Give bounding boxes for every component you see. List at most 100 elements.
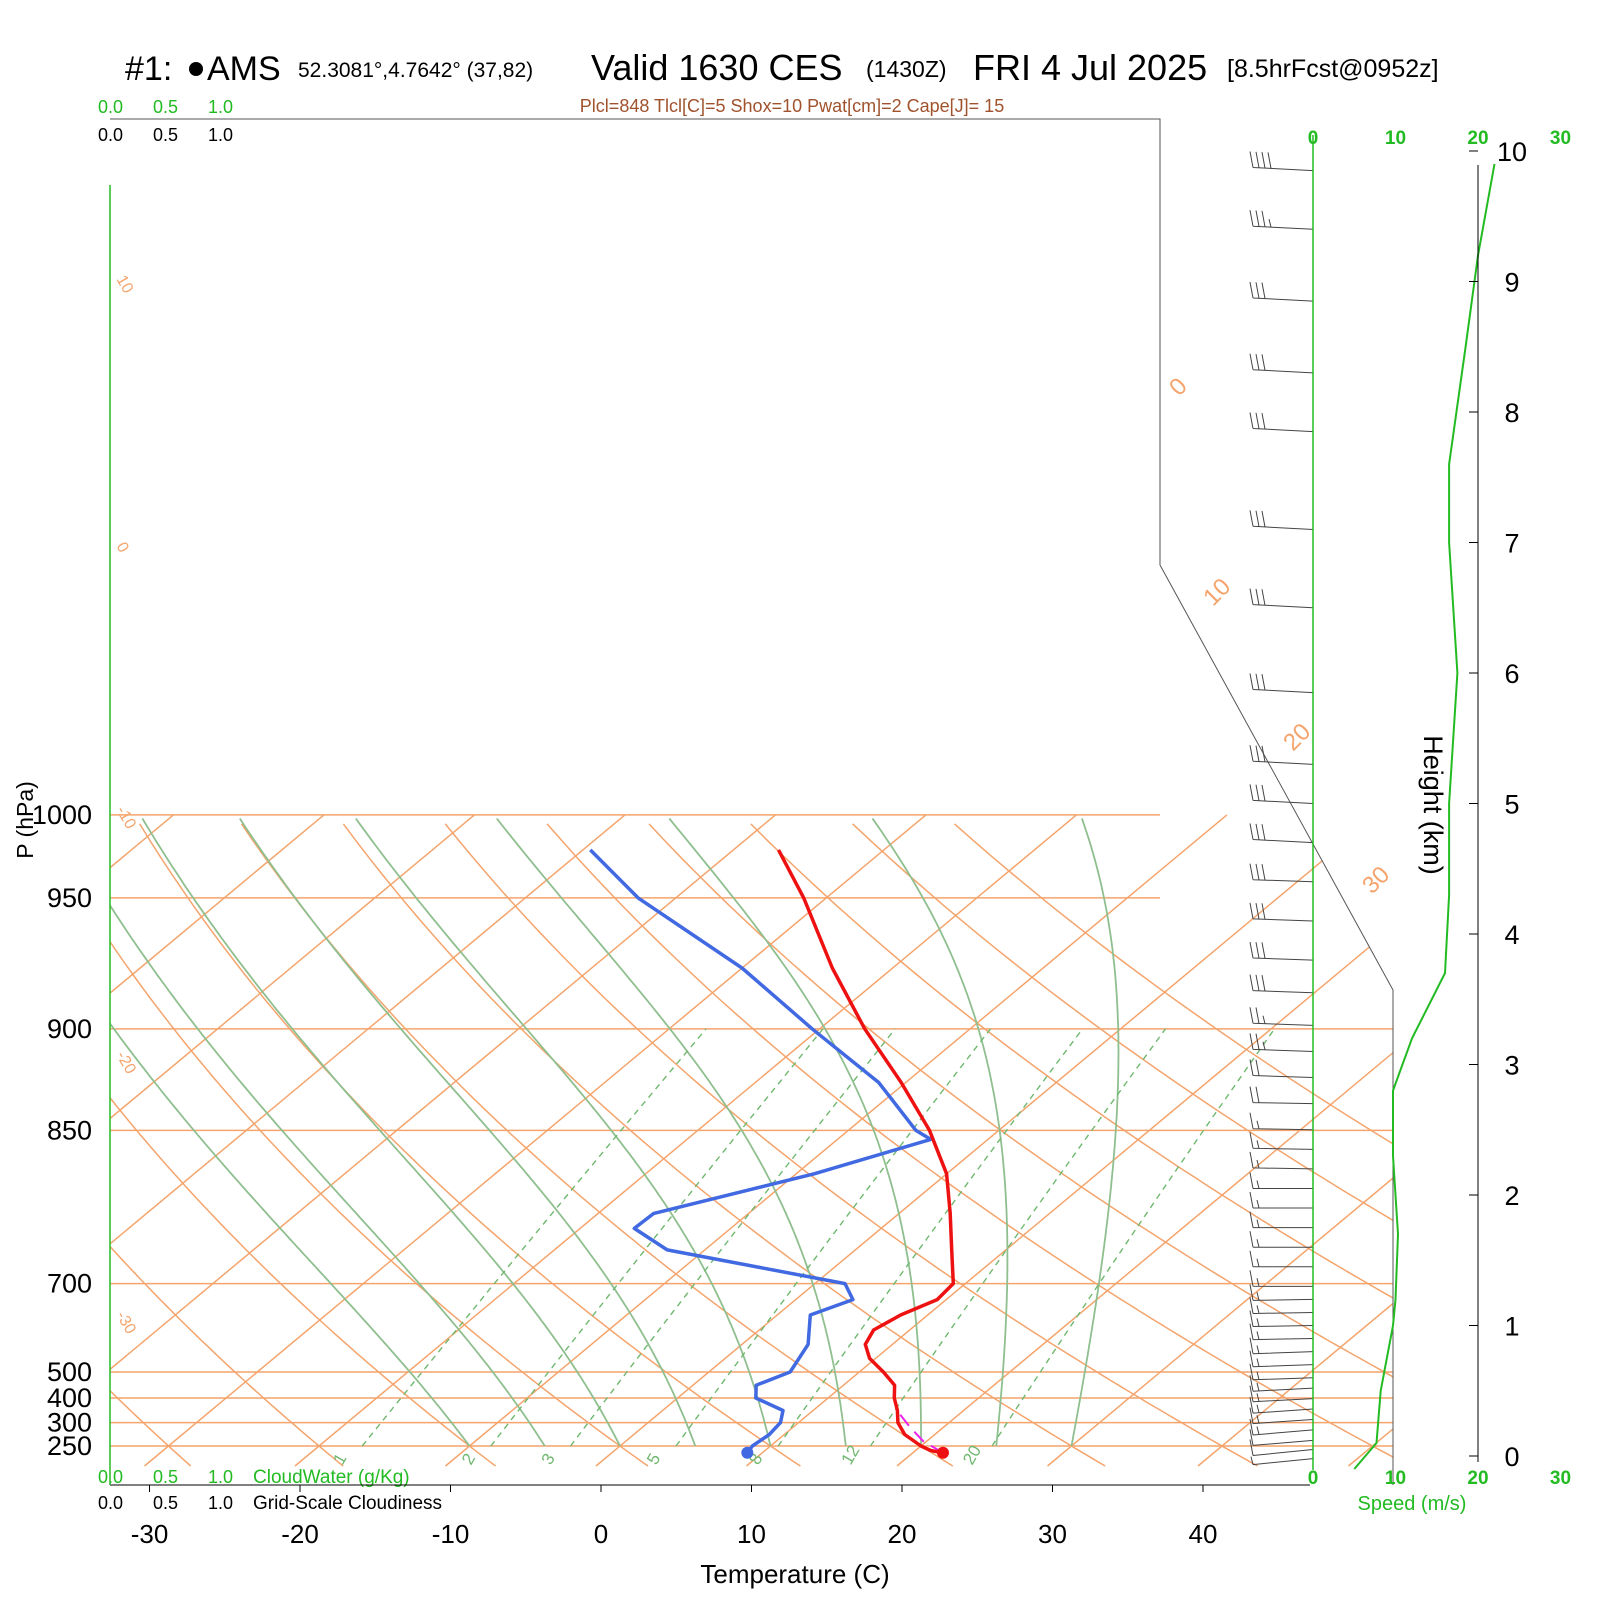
cloudwater-tick: 0.5	[153, 97, 178, 117]
mixing-ratio-line	[361, 1028, 707, 1447]
temperature-tick-label: -20	[281, 1519, 319, 1549]
station-coords: 52.3081°,4.7642° (37,82)	[298, 59, 533, 82]
cloudwater-label: CloudWater (g/Kg)	[253, 1467, 410, 1488]
height-axis: 0 1 2 3 4 5 6 7 8 9 10	[1469, 137, 1527, 1472]
pressure-tick-label: 400	[47, 1383, 92, 1413]
wind-barb	[1249, 1397, 1314, 1414]
wind-barb	[1249, 1363, 1314, 1381]
moist-adiabat-line	[110, 818, 546, 1447]
temperature-tick-label: -30	[131, 1519, 169, 1549]
moist-adiabat-line	[355, 817, 772, 1447]
wind-barb	[1249, 1172, 1314, 1189]
speed-tick-label-bottom: 10	[1385, 1468, 1406, 1489]
cloudiness-tick: 0.0	[98, 1493, 123, 1513]
surface-temperature-marker	[936, 1446, 949, 1459]
wind-barb	[1249, 823, 1314, 844]
height-tick-label: 7	[1504, 529, 1519, 559]
temperature-tick-label: 10	[737, 1519, 766, 1549]
dry-adiabat-line	[110, 823, 192, 1467]
height-tick-label: 1	[1504, 1312, 1519, 1342]
height-tick-label: 5	[1504, 790, 1519, 820]
wind-barb	[1249, 1429, 1314, 1446]
speed-tick-label-top: 10	[1385, 128, 1406, 149]
wind-barb	[1249, 1007, 1314, 1026]
dry-adiabat-line	[240, 823, 954, 1467]
isotherm-label: -30	[113, 1309, 139, 1338]
wind-barb	[1249, 1375, 1314, 1392]
plot-boundary	[110, 118, 1394, 1485]
wind-barb	[1249, 210, 1314, 230]
isotherm-label: -20	[113, 1049, 139, 1078]
cloud-scale-bottom: 0.0 0.5 1.0 CloudWater (g/Kg) 0.0 0.5 1.…	[98, 1467, 442, 1514]
wind-barb	[1249, 510, 1314, 530]
wind-barb	[1249, 588, 1314, 609]
pressure-tick-label: 950	[47, 883, 92, 913]
wind-barb	[1249, 1350, 1314, 1368]
wind-barb	[1249, 281, 1314, 302]
cloudiness-tick: 0.5	[153, 125, 178, 145]
moist-adiabat-line	[110, 818, 471, 1447]
pressure-tick-label: 850	[47, 1115, 92, 1145]
background-lines	[110, 814, 1393, 1467]
dry-adiabat-line	[954, 823, 1393, 1467]
wind-barb	[1249, 1323, 1314, 1341]
isotherm-label: 0	[113, 540, 132, 556]
cloudiness-tick: 1.0	[208, 125, 233, 145]
cloudiness-label: Grid-Scale Cloudiness	[253, 1493, 442, 1514]
cloudwater-tick: 0.0	[98, 97, 123, 117]
wind-barb	[1249, 412, 1314, 433]
station-name: AMS	[207, 50, 281, 88]
wind-barb	[1249, 1439, 1314, 1456]
surface-dewpoint-marker	[741, 1446, 754, 1459]
mixing-ratio-line	[777, 1028, 1084, 1447]
isotherm-label: 20	[1278, 718, 1316, 756]
wind-barb	[1250, 1456, 1314, 1466]
dry-adiabat-line	[648, 823, 1393, 1467]
temperature-tick-label: 30	[1038, 1519, 1067, 1549]
cloudiness-tick: 1.0	[208, 1493, 233, 1513]
pressure-tick-label: 500	[47, 1357, 92, 1387]
speed-tick-label-bottom: 30	[1550, 1468, 1571, 1489]
wind-barb	[1249, 1407, 1314, 1425]
moist-adiabat-line	[141, 818, 621, 1447]
pressure-tick-label: 250	[47, 1431, 92, 1461]
moist-adiabat-line	[1070, 818, 1120, 1447]
zulu-time: (1430Z)	[866, 56, 947, 82]
dry-adiabat-line	[110, 823, 649, 1467]
wind-barb	[1249, 1337, 1314, 1355]
wind-barb	[1249, 745, 1314, 765]
parcel-params: Plcl=848 Tlcl[C]=5 Shox=10 Pwat[cm]=2 Ca…	[580, 96, 1004, 116]
dry-adiabat-line	[444, 823, 1258, 1467]
speed-tick-label-bottom: 0	[1308, 1468, 1319, 1489]
wind-barb	[1249, 1059, 1314, 1079]
wind-barb	[1249, 1033, 1314, 1052]
isotherm-line	[110, 814, 475, 1467]
wind-barb	[1249, 863, 1314, 883]
speed-tick-label-top: 30	[1550, 128, 1571, 149]
temperature-tick-label: 40	[1189, 1519, 1218, 1549]
isotherm-line	[294, 814, 1077, 1467]
cloudwater-tick: 0.5	[153, 1467, 178, 1487]
isotherm-line	[110, 814, 626, 1467]
wind-barb	[1249, 1297, 1314, 1314]
wind-barb	[1249, 151, 1314, 172]
wind-barb	[1249, 353, 1314, 374]
isotherm-label: 10	[1198, 573, 1236, 611]
moist-adiabat-line	[871, 817, 1009, 1447]
wind-barb	[1249, 1211, 1314, 1229]
temperature-axis-title: Temperature (C)	[700, 1559, 889, 1589]
mixing-ratio-label: 1	[329, 1450, 350, 1468]
mixing-ratio-line	[675, 1028, 992, 1447]
wind-barb	[1249, 1086, 1314, 1105]
pressure-tick-label: 1000	[32, 800, 92, 830]
isotherm-line	[110, 814, 776, 1467]
dry-adiabat-line	[110, 823, 344, 1467]
isotherm-line	[445, 814, 1228, 1467]
station-prefix: #1:	[125, 50, 172, 88]
isotherm-line	[896, 814, 1393, 1467]
wind-barb	[1249, 784, 1314, 804]
wind-barb	[1249, 1191, 1314, 1209]
